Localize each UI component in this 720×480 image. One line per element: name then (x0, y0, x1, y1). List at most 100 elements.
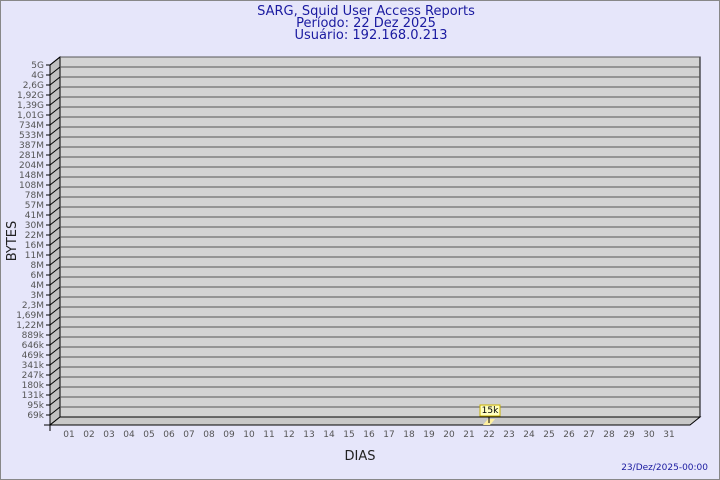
y-tick-diag (49, 336, 61, 346)
x-tick-label: 04 (123, 430, 135, 440)
y-tick-label: 57M (25, 201, 44, 211)
y-tick-label: 247k (22, 371, 45, 381)
y-tick-diag (49, 106, 61, 116)
x-tick-label: 30 (643, 430, 655, 440)
y-tick-label: 1,22M (16, 321, 44, 331)
y-tick-diag (49, 116, 61, 126)
x-tick-label: 13 (303, 430, 314, 440)
y-tick-diag (49, 246, 61, 256)
y-tick-label: 8M (31, 261, 45, 271)
y-tick-diag (49, 316, 61, 326)
x-tick-label: 24 (523, 430, 535, 440)
y-tick-label: 2,6G (23, 81, 44, 91)
x-tick-label: 21 (463, 430, 474, 440)
y-tick-label: 2,3M (22, 301, 44, 311)
y-tick-label: 41M (25, 211, 44, 221)
y-tick-label: 11M (25, 251, 44, 261)
y-tick-label: 6M (31, 271, 45, 281)
y-tick-label: 1,01G (17, 111, 44, 121)
chart-subtitle-period: Período: 22 Dez 2025 (296, 16, 436, 31)
y-tick-diag (49, 306, 61, 316)
y-tick-label: 1,69M (16, 311, 44, 321)
y-tick-diag (49, 296, 61, 306)
y-tick-label: 148M (19, 171, 44, 181)
y-tick-diag (49, 146, 61, 156)
y-tick-label: 1,39G (17, 101, 44, 111)
y-tick-diag (49, 76, 61, 86)
y-tick-label: 180k (22, 381, 45, 391)
x-tick-label: 17 (383, 430, 394, 440)
y-tick-diag (49, 236, 61, 246)
y-tick-diag (49, 126, 61, 136)
y-tick-label: 30M (25, 221, 44, 231)
data-label: 15k (482, 406, 499, 416)
x-tick-label: 31 (663, 430, 674, 440)
x-tick-label: 03 (103, 430, 114, 440)
y-tick-diag (49, 256, 61, 266)
y-tick-label: 533M (19, 131, 44, 141)
chart-subtitle-user: Usuário: 192.168.0.213 (294, 28, 447, 43)
x-tick-label: 25 (543, 430, 554, 440)
y-tick-label: 3M (31, 291, 45, 301)
y-tick-label: 78M (25, 191, 44, 201)
y-tick-label: 281M (19, 151, 44, 161)
y-tick-diag (49, 366, 61, 376)
timestamp: 23/Dez/2025-00:00 (621, 463, 708, 473)
y-tick-label: 387M (19, 141, 44, 151)
floor (48, 416, 702, 426)
y-tick-diag (49, 396, 61, 406)
x-tick-label: 26 (563, 430, 575, 440)
y-tick-diag (49, 276, 61, 286)
y-tick-label: 4G (31, 71, 44, 81)
x-tick-label: 27 (583, 430, 594, 440)
y-tick-diag (49, 216, 61, 226)
x-tick-label: 12 (283, 430, 294, 440)
x-tick-label: 28 (603, 430, 615, 440)
x-tick-label: 02 (83, 430, 94, 440)
y-tick-diag (49, 376, 61, 386)
y-tick-diag (49, 406, 61, 416)
y-tick-label: 1,92G (17, 91, 44, 101)
x-tick-label: 20 (443, 430, 455, 440)
y-tick-diag (49, 186, 61, 196)
data-label-box (479, 404, 501, 417)
y-tick-label: 204M (19, 161, 44, 171)
x-tick-label: 08 (203, 430, 215, 440)
y-tick-diag (49, 386, 61, 396)
chart-title: SARG, Squid User Access Reports (257, 4, 475, 19)
y-tick-diag (49, 196, 61, 206)
y-tick-diag (49, 156, 61, 166)
x-tick-label: 06 (163, 430, 175, 440)
x-tick-label: 11 (263, 430, 274, 440)
x-axis-label: DIAS (345, 449, 376, 464)
y-tick-label: 646k (22, 341, 45, 351)
y-tick-label: 889k (22, 331, 45, 341)
y-tick-diag (49, 66, 61, 76)
y-tick-diag (49, 346, 61, 356)
x-tick-label: 14 (323, 430, 335, 440)
y-tick-diag (49, 96, 61, 106)
x-tick-label: 23 (503, 430, 514, 440)
x-tick-label: 05 (143, 430, 154, 440)
x-tick-label: 07 (183, 430, 194, 440)
y-tick-diag (49, 136, 61, 146)
y-tick-label: 16M (25, 241, 44, 251)
y-tick-label: 108M (19, 181, 44, 191)
x-tick-label: 19 (423, 430, 435, 440)
y-tick-diag (49, 266, 61, 276)
y-tick-diag (49, 326, 61, 336)
y-tick-diag (49, 176, 61, 186)
y-tick-label: 469k (22, 351, 45, 361)
x-tick-label: 09 (223, 430, 235, 440)
y-tick-label: 734M (19, 121, 44, 131)
y-axis-label: BYTES (5, 221, 20, 262)
y-tick-label: 22M (25, 231, 44, 241)
y-tick-diag (49, 226, 61, 236)
y-tick-label: 69k (27, 411, 44, 421)
x-tick-label: 22 (483, 430, 494, 440)
y-tick-diag (49, 166, 61, 176)
y-tick-label: 341k (22, 361, 45, 371)
y-tick-diag (49, 86, 61, 96)
y-tick-label: 131k (22, 391, 45, 401)
